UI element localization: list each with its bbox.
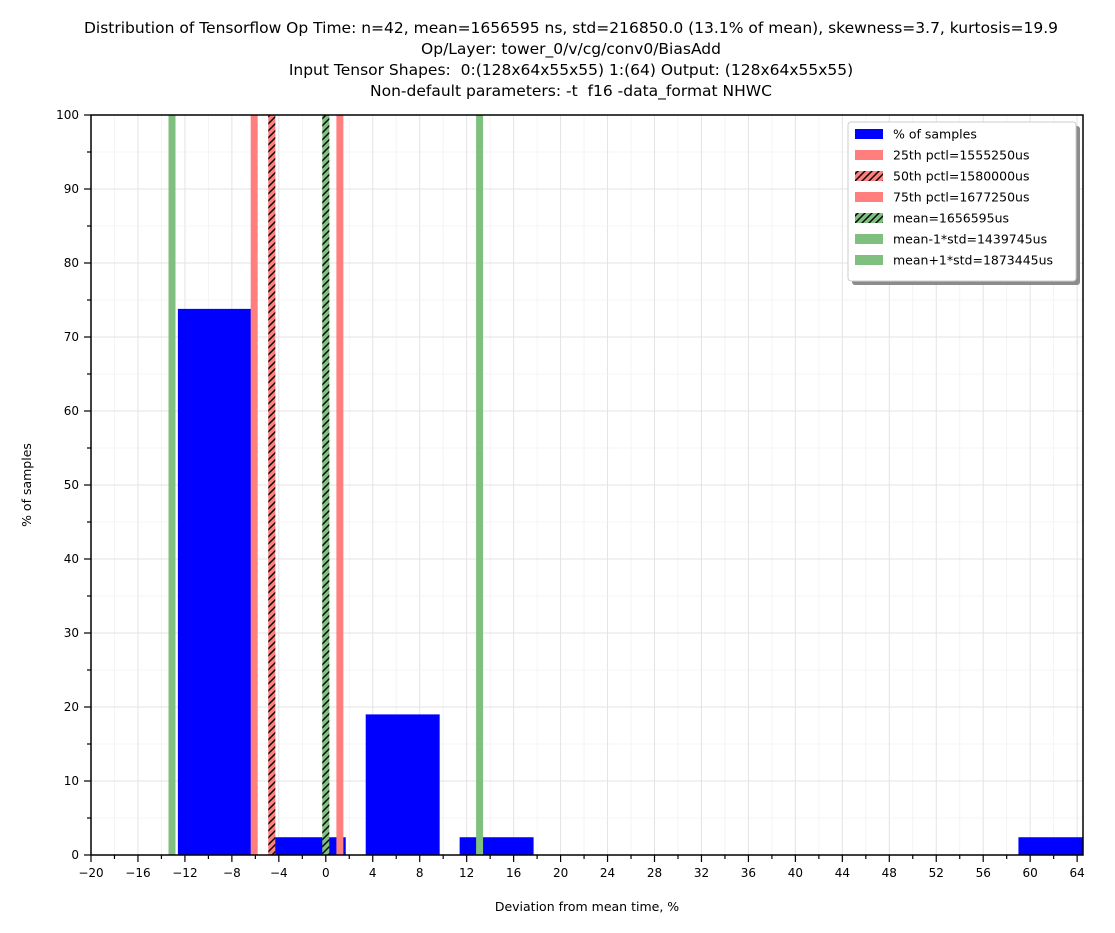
x-axis: −20 −16 −12 −8 −4 0 4 8 12 16 20 24 28 32 36 40 44 48 52 56… — [78, 855, 1085, 880]
x-tick-label: 12 — [459, 866, 474, 880]
legend-swatch-hatch — [855, 213, 883, 223]
legend-swatch — [855, 129, 883, 139]
vline-layer — [168, 115, 484, 855]
legend-label: % of samples — [893, 127, 977, 142]
legend-swatch — [855, 192, 883, 202]
x-tick-label: 60 — [1023, 866, 1038, 880]
histogram-bar — [177, 308, 252, 855]
legend-label: mean-1*std=1439745us — [893, 232, 1047, 247]
legend-swatch — [855, 234, 883, 244]
legend-swatch — [855, 150, 883, 160]
legend-label: mean+1*std=1873445us — [893, 253, 1053, 268]
y-tick-label: 80 — [64, 256, 79, 270]
x-tick-label: 28 — [647, 866, 662, 880]
title-line-1: Distribution of Tensorflow Op Time: n=42… — [83, 19, 1059, 37]
x-tick-label: 44 — [835, 866, 850, 880]
histogram-bar — [365, 714, 440, 855]
x-tick-label: 8 — [416, 866, 424, 880]
legend-box — [847, 121, 1077, 282]
x-tick-label: 52 — [929, 866, 944, 880]
x-tick-label: −16 — [125, 866, 150, 880]
x-tick-label: 56 — [976, 866, 991, 880]
x-tick-label: 40 — [788, 866, 803, 880]
title-line-2: Op/Layer: tower_0/v/cg/conv0/BiasAdd — [421, 40, 721, 58]
y-tick-label: 10 — [64, 774, 79, 788]
y-axis-label: % of samples — [19, 443, 34, 527]
x-tick-label: 4 — [369, 866, 377, 880]
y-tick-label: 0 — [71, 848, 79, 862]
x-tick-label: 20 — [553, 866, 568, 880]
legend-label: 75th pctl=1677250us — [893, 190, 1029, 205]
title-line-3: Input Tensor Shapes: 0:(128x64x55x55) 1:… — [288, 61, 854, 79]
y-tick-label: 60 — [64, 404, 79, 418]
title-line-4: Non-default parameters: -t f16 -data_for… — [370, 82, 772, 100]
chart-title: Distribution of Tensorflow Op Time: n=42… — [0, 18, 1115, 102]
stat-line-hatch — [322, 115, 330, 855]
legend-label: mean=1656595us — [893, 211, 1009, 226]
y-tick-label: 100 — [56, 108, 79, 122]
stat-line-hatch — [268, 115, 276, 855]
x-tick-label: 16 — [506, 866, 521, 880]
x-tick-label: 36 — [741, 866, 756, 880]
y-tick-label: 20 — [64, 700, 79, 714]
x-tick-label: 0 — [322, 866, 330, 880]
x-tick-label: 32 — [694, 866, 709, 880]
stat-line — [336, 115, 344, 855]
x-tick-label: 48 — [882, 866, 897, 880]
x-tick-label: −12 — [172, 866, 197, 880]
y-axis: 0 10 20 30 40 50 60 70 80 90 100 — [56, 108, 91, 862]
stat-line — [476, 115, 484, 855]
y-tick-label: 70 — [64, 330, 79, 344]
histogram-bar — [459, 837, 534, 855]
stat-line — [250, 115, 258, 855]
x-tick-label: 64 — [1069, 866, 1084, 880]
histogram-bar — [271, 837, 346, 855]
x-tick-label: 24 — [600, 866, 615, 880]
legend-swatch-hatch — [855, 171, 883, 181]
stat-line — [168, 115, 176, 855]
y-tick-label: 30 — [64, 626, 79, 640]
histogram-bar — [1018, 837, 1083, 855]
x-tick-label: −8 — [223, 866, 241, 880]
legend-label: 25th pctl=1555250us — [893, 148, 1029, 163]
legend-label: 50th pctl=1580000us — [893, 169, 1029, 184]
x-tick-label: −20 — [78, 866, 103, 880]
y-tick-label: 50 — [64, 478, 79, 492]
legend-swatch — [855, 255, 883, 265]
y-tick-label: 40 — [64, 552, 79, 566]
y-tick-label: 90 — [64, 182, 79, 196]
x-tick-label: −4 — [270, 866, 288, 880]
x-axis-label: Deviation from mean time, % — [495, 899, 679, 914]
bar-layer — [177, 308, 1083, 855]
legend: % of samples 25th pctl=1555250us 50th pctl… — [847, 121, 1077, 282]
